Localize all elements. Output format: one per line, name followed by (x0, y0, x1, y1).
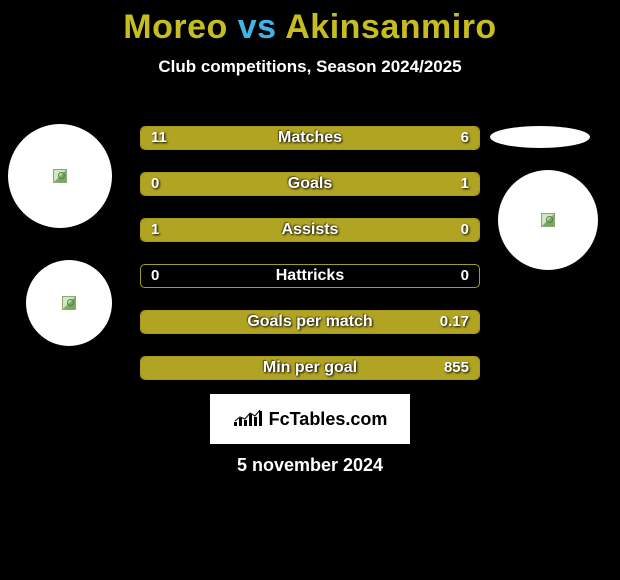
stat-label: Goals (141, 173, 479, 195)
stat-label: Assists (141, 219, 479, 241)
stat-bars-container: 116Matches 01Goals 10Assists 00Hattricks 0.1… (140, 126, 480, 402)
club-left-logo-placeholder (26, 260, 112, 346)
stat-label: Min per goal (141, 357, 479, 379)
stat-row-goals-per-match: 0.17Goals per match (140, 310, 480, 334)
title-player-left: Moreo (123, 8, 228, 46)
image-placeholder-icon (62, 296, 76, 310)
player-right-shadow-ellipse (490, 126, 590, 148)
stat-label: Matches (141, 127, 479, 149)
comparison-title: Moreo vs Akinsanmiro (0, 0, 620, 47)
image-placeholder-icon (541, 213, 555, 227)
stat-row-min-per-goal: 855Min per goal (140, 356, 480, 380)
stat-row-assists: 10Assists (140, 218, 480, 242)
player-left-photo-placeholder (8, 124, 112, 228)
comparison-subtitle: Club competitions, Season 2024/2025 (0, 57, 620, 77)
image-placeholder-icon (53, 169, 67, 183)
stat-row-matches: 116Matches (140, 126, 480, 150)
stat-row-goals: 01Goals (140, 172, 480, 196)
stat-row-hattricks: 00Hattricks (140, 264, 480, 288)
brand-box: FcTables.com (210, 394, 410, 444)
stat-label: Goals per match (141, 311, 479, 333)
brand-text: FcTables.com (269, 409, 388, 430)
brand-bars-icon (233, 407, 263, 432)
player-right-photo-placeholder (498, 170, 598, 270)
generation-date: 5 november 2024 (0, 455, 620, 476)
stat-label: Hattricks (141, 265, 479, 287)
title-vs: vs (228, 8, 285, 46)
title-player-right: Akinsanmiro (285, 8, 496, 46)
